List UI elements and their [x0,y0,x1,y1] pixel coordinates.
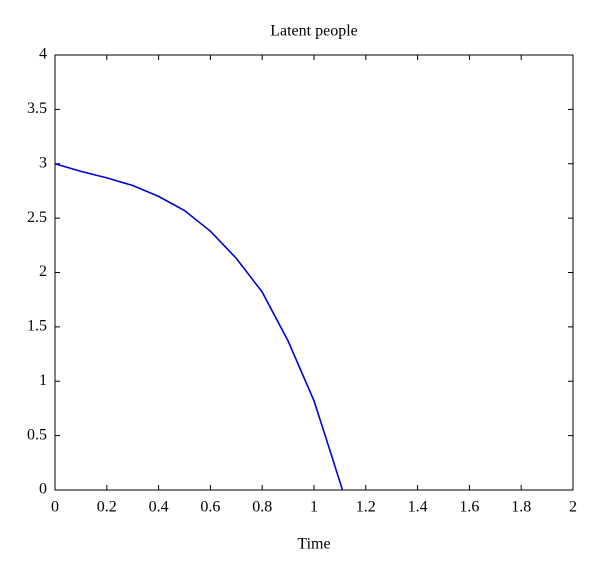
x-axis-label: Time [297,536,330,553]
y-tick-label: 1 [39,372,47,389]
x-tick-label: 1 [310,499,318,516]
x-tick-label: 1.2 [356,499,376,516]
y-tick-label: 4 [39,46,47,63]
x-tick-label: 1.4 [408,499,428,516]
y-tick-label: 3.5 [27,100,47,117]
x-tick-label: 0 [51,499,59,516]
plot-frame [54,54,574,491]
chart-title: Latent people [270,23,358,40]
y-tick-label: 1.5 [27,318,47,335]
y-tick-label: 0.5 [27,426,47,443]
x-tick-label: 0.4 [149,499,169,516]
y-tick-label: 0 [39,481,47,498]
x-tick-label: 0.6 [200,499,220,516]
x-tick-label: 0.8 [252,499,272,516]
x-tick-label: 1.8 [511,499,531,516]
y-tick-label: 3 [39,154,47,171]
x-tick-label: 1.6 [459,499,479,516]
y-tick-label: 2 [39,263,47,280]
y-tick-label: 2.5 [27,209,47,226]
data-line [54,162,344,491]
x-tick-label: 2 [569,499,577,516]
x-tick-label: 0.2 [97,499,117,516]
